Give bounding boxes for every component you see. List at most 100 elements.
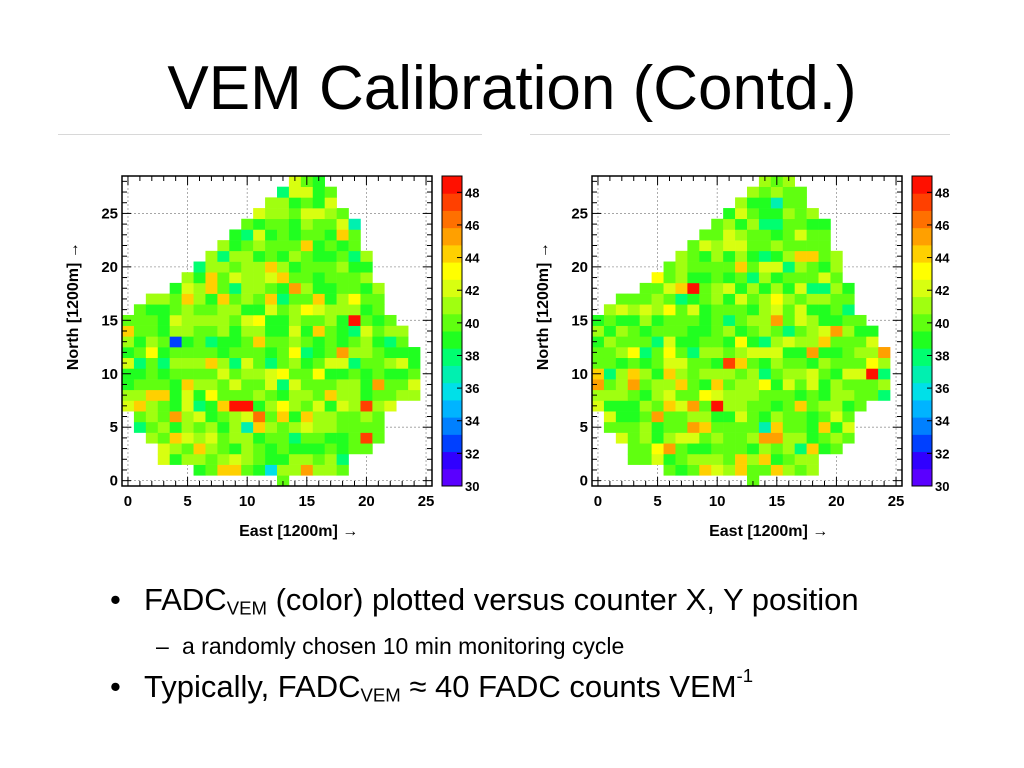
heatmap-cell: [651, 389, 664, 401]
heatmap-cell: [782, 453, 795, 465]
heatmap-cell: [854, 368, 867, 380]
heatmap-cell: [145, 400, 159, 412]
heatmap-cell: [639, 304, 652, 316]
heatmap-cell: [360, 336, 373, 348]
heatmap-cell: [806, 464, 819, 476]
heatmap-cell: [181, 272, 194, 284]
heatmap-cell: [794, 304, 807, 316]
heatmap-cell: [241, 240, 254, 252]
heatmap-cell: [396, 325, 409, 337]
heatmap-cell: [770, 186, 784, 198]
heatmap-cell: [193, 272, 206, 284]
heatmap-cell: [615, 304, 629, 316]
heatmap-cell: [735, 421, 748, 433]
heatmap-cell: [360, 293, 373, 305]
heatmap-cell: [830, 432, 843, 444]
heatmap-cell: [615, 314, 629, 326]
heatmap-cell: [253, 282, 266, 294]
heatmap-cell: [806, 379, 819, 391]
heatmap-cell: [711, 229, 724, 241]
y-tick-label: 25: [101, 205, 118, 222]
heatmap-cell: [794, 432, 807, 444]
heatmap-cell: [205, 282, 218, 294]
heatmap-cell: [193, 421, 206, 433]
heatmap-cell: [229, 368, 242, 380]
heatmap-cell: [592, 379, 605, 391]
heatmap-cell: [312, 453, 325, 465]
heatmap-cell: [782, 443, 795, 455]
heatmap-cell: [157, 325, 170, 337]
heatmap-cell: [687, 432, 700, 444]
heatmap-cell: [157, 400, 170, 412]
heatmap-cell: [133, 421, 147, 433]
heatmap-cell: [687, 272, 700, 284]
heatmap-cell: [300, 421, 314, 433]
heatmap-cell: [723, 336, 736, 348]
heatmap-cell: [336, 357, 349, 369]
heatmap-cell: [806, 229, 819, 241]
heatmap-cell: [324, 453, 337, 465]
heatmap-cell: [663, 272, 676, 284]
heatmap-cell: [217, 368, 230, 380]
heatmap-cell: [675, 293, 688, 305]
heatmap-cell: [277, 453, 290, 465]
heatmap-cell: [193, 464, 206, 476]
colorbar-tick-label: 38: [935, 348, 949, 363]
heatmap-cell: [360, 250, 373, 262]
heatmap-cell: [145, 411, 159, 423]
heatmap-cell: [663, 379, 676, 391]
heatmap-cell: [794, 421, 807, 433]
heatmap-cell: [408, 357, 421, 369]
heatmap-cell: [627, 389, 640, 401]
heatmap-cell: [723, 314, 736, 326]
heatmap-cell: [842, 389, 855, 401]
heatmap-cell: [782, 347, 795, 359]
heatmap-cell: [711, 250, 724, 262]
heatmap-cell: [675, 314, 688, 326]
heatmap-cell: [157, 421, 170, 433]
heatmap-cell: [217, 240, 230, 252]
heatmap-cell: [300, 443, 314, 455]
heatmap-cell: [300, 186, 314, 198]
colorbar-tick-label: 46: [935, 218, 949, 233]
heatmap-cell: [639, 400, 652, 412]
heatmap-cell: [639, 347, 652, 359]
heatmap-cell: [217, 411, 230, 423]
heatmap-cell: [229, 336, 242, 348]
heatmap-cell: [122, 379, 135, 391]
heatmap-cell: [627, 411, 640, 423]
heatmap-cell: [615, 389, 629, 401]
heatmap-cell: [758, 347, 772, 359]
bullet-subscript: VEM: [226, 597, 267, 619]
heatmap-cell: [348, 443, 361, 455]
heatmap-cell: [735, 389, 748, 401]
heatmap-cell: [133, 400, 147, 412]
heatmap-cell: [193, 314, 206, 326]
heatmap-cell: [288, 186, 302, 198]
colorbar-tick-label: 30: [465, 479, 479, 494]
heatmap-cell: [878, 357, 891, 369]
heatmap-cell: [711, 282, 724, 294]
heatmap-cell: [193, 432, 206, 444]
heatmap-cell: [300, 304, 314, 316]
heatmap-cell: [770, 208, 784, 220]
heatmap-cell: [181, 325, 194, 337]
heatmap-cell: [229, 293, 242, 305]
heatmap-cell: [312, 314, 325, 326]
heatmap-cell: [360, 357, 373, 369]
heatmap-cell: [592, 389, 605, 401]
heatmap-cell: [735, 272, 748, 284]
heatmap-cell: [217, 389, 230, 401]
x-axis-label: East [1200m] →: [709, 523, 828, 540]
heatmap-cell: [735, 240, 748, 252]
heatmap-cell: [806, 272, 819, 284]
x-tick-label: 10: [709, 493, 726, 510]
heatmap-cell: [133, 389, 147, 401]
heatmap-cell: [711, 261, 724, 273]
heatmap-cell: [615, 325, 629, 337]
heatmap-cell: [193, 282, 206, 294]
heatmap-cell: [181, 443, 194, 455]
heatmap-cell: [699, 240, 712, 252]
heatmap-cell: [169, 304, 182, 316]
colorbar-segment: [442, 365, 462, 384]
